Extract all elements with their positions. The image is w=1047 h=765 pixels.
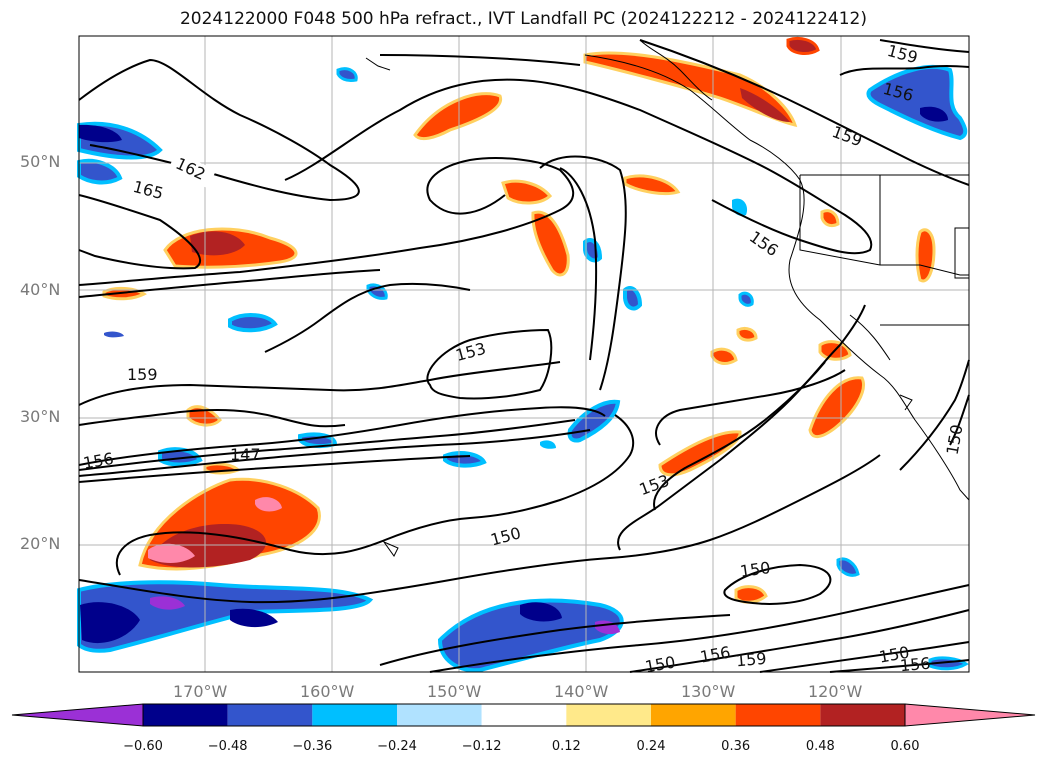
lon-label-130w: 130°W bbox=[681, 682, 736, 701]
colorbar-tick-label: −0.24 bbox=[377, 739, 417, 754]
colorbar-tick-label: 0.36 bbox=[721, 739, 751, 754]
colorbar-extend-min bbox=[11, 703, 144, 727]
contour-label: 159 bbox=[735, 649, 767, 671]
colorbar-segment bbox=[651, 704, 736, 726]
colorbar-segment bbox=[397, 704, 482, 726]
contour-label: 150 bbox=[643, 652, 676, 676]
lat-label-50n: 50°N bbox=[20, 152, 61, 171]
colorbar-segment bbox=[227, 704, 313, 726]
colorbar-outline bbox=[142, 703, 906, 727]
map-area: 162 165 159 156 147 153 150 153 150 150 … bbox=[77, 35, 970, 676]
colorbar-tick-label: −0.60 bbox=[123, 739, 163, 754]
colorbar-tick-label: −0.12 bbox=[461, 739, 502, 754]
contour-label: 156 bbox=[899, 654, 931, 676]
colorbar-segment bbox=[143, 704, 228, 726]
coastlines bbox=[365, 39, 970, 557]
lon-label-140w: 140°W bbox=[554, 682, 609, 701]
graticule bbox=[79, 36, 969, 672]
colorbar-segment bbox=[566, 704, 651, 726]
lat-label-30n: 30°N bbox=[20, 407, 61, 426]
negative-anomaly-fills bbox=[77, 65, 969, 673]
lon-label-170w: 170°W bbox=[173, 682, 228, 701]
map-title: 2024122000 F048 500 hPa refract., IVT La… bbox=[179, 9, 867, 29]
colorbar-extend-max bbox=[904, 703, 1036, 727]
lat-label-20n: 20°N bbox=[20, 534, 61, 553]
colorbar-segment bbox=[481, 704, 567, 726]
colorbar-tick-label: 0.48 bbox=[805, 739, 835, 754]
lon-label-120w: 120°W bbox=[808, 682, 863, 701]
colorbar-tick-label: 0.60 bbox=[890, 739, 920, 754]
contour-label: 150 bbox=[739, 558, 772, 581]
lon-label-160w: 160°W bbox=[300, 682, 355, 701]
colorbar-segment bbox=[312, 704, 397, 726]
contour-label: 159 bbox=[127, 365, 158, 384]
colorbar-segment bbox=[820, 704, 905, 726]
colorbar-tick-label: −0.36 bbox=[292, 739, 333, 754]
colorbar-tick-label: −0.48 bbox=[207, 739, 248, 754]
colorbar-segment bbox=[735, 704, 821, 726]
lon-label-150w: 150°W bbox=[427, 682, 482, 701]
colorbar bbox=[11, 703, 1036, 727]
lat-label-40n: 40°N bbox=[20, 280, 61, 299]
contour-label: 147 bbox=[230, 445, 261, 464]
colorbar-tick-label: 0.24 bbox=[636, 739, 666, 754]
colorbar-tick-label: 0.12 bbox=[551, 739, 581, 754]
